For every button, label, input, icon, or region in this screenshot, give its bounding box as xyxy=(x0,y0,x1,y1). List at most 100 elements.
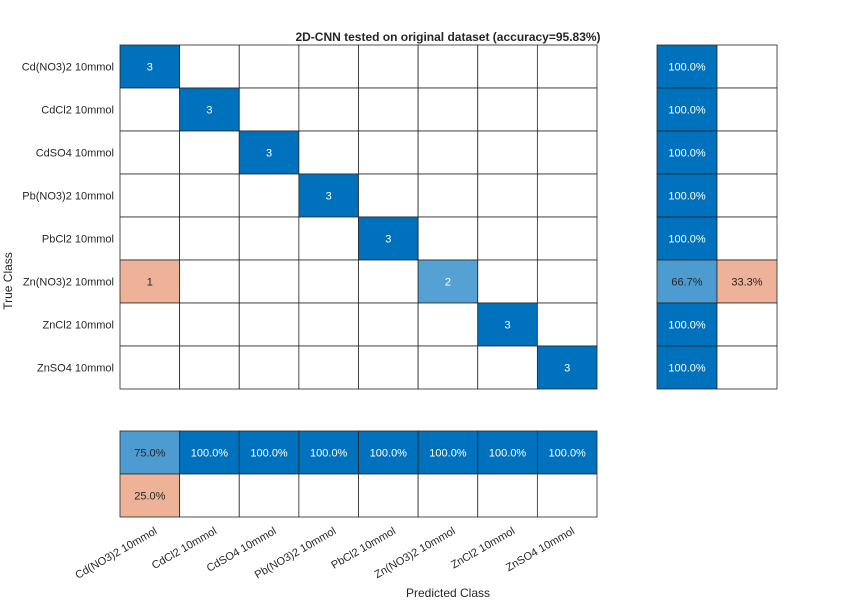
matrix-cell xyxy=(477,259,538,304)
matrix-cell-label: 3 xyxy=(326,191,332,203)
column-summary-cell-label: 100.0% xyxy=(489,448,527,460)
matrix-cell xyxy=(417,87,479,132)
y-tick-label: PbCl2 10mmol xyxy=(42,234,114,246)
matrix-cell xyxy=(358,44,419,89)
row-summary-cell xyxy=(716,44,778,89)
matrix-cell xyxy=(536,130,598,175)
matrix-cell-label: 3 xyxy=(266,148,272,160)
row-summary-cell-label: 100.0% xyxy=(668,191,706,203)
matrix-cell xyxy=(358,259,419,304)
matrix-cell xyxy=(298,345,359,390)
matrix-cell xyxy=(536,345,598,390)
matrix-cell xyxy=(536,302,598,347)
matrix-cell xyxy=(298,44,359,89)
y-tick-label: CdCl2 10mmol xyxy=(41,105,114,117)
column-summary-cell-label: 100.0% xyxy=(250,448,288,460)
matrix-cell xyxy=(477,216,538,261)
row-summary-cell-label: 100.0% xyxy=(668,62,706,74)
matrix-cell-label: 3 xyxy=(147,62,153,74)
matrix-cell xyxy=(179,302,240,347)
column-summary-cell xyxy=(119,473,181,518)
row-summary-cell xyxy=(716,173,778,218)
row-summary-cell xyxy=(656,216,718,261)
column-summary-cell-label: 25.0% xyxy=(134,491,165,503)
row-summary-cell xyxy=(716,130,778,175)
matrix-cell xyxy=(417,173,479,218)
chart-title: 2D-CNN tested on original dataset (accur… xyxy=(295,30,600,44)
matrix-cell xyxy=(417,345,479,390)
matrix-cell xyxy=(179,216,240,261)
matrix-cell xyxy=(536,259,598,304)
column-summary-cell xyxy=(477,473,538,518)
y-tick-label: ZnSO4 10mmol xyxy=(37,363,114,375)
matrix-cell xyxy=(238,44,300,89)
column-summary-cell xyxy=(179,473,240,518)
matrix-cell xyxy=(238,173,300,218)
matrix-cell xyxy=(477,44,538,89)
column-summary-cell xyxy=(298,473,359,518)
matrix-cell xyxy=(119,216,181,261)
matrix-cell xyxy=(179,173,240,218)
row-summary-cell-label: 100.0% xyxy=(668,363,706,375)
matrix-cell xyxy=(238,87,300,132)
matrix-cell xyxy=(417,302,479,347)
matrix-cell xyxy=(536,216,598,261)
x-tick-label: Cd(NO3)2 10mmol xyxy=(73,525,159,582)
matrix-cell xyxy=(119,87,181,132)
matrix-cell xyxy=(298,87,359,132)
matrix-cell xyxy=(417,44,479,89)
matrix-cell xyxy=(119,259,181,304)
matrix-cell xyxy=(358,87,419,132)
row-summary-cell xyxy=(716,302,778,347)
row-summary-cell xyxy=(656,130,718,175)
matrix-cell xyxy=(417,216,479,261)
column-summary-cell-label: 100.0% xyxy=(370,448,408,460)
column-summary-cell xyxy=(477,430,538,475)
row-summary-cell-label: 100.0% xyxy=(668,105,706,117)
row-summary-cell-label: 33.3% xyxy=(731,277,762,289)
column-summary-cell xyxy=(358,430,419,475)
column-summary-cell-label: 100.0% xyxy=(310,448,348,460)
y-tick-label: Zn(NO3)2 10mmol xyxy=(23,277,114,289)
matrix-cell xyxy=(238,345,300,390)
column-summary-cell xyxy=(417,473,479,518)
column-summary-cell xyxy=(536,430,598,475)
matrix-cell xyxy=(119,130,181,175)
matrix-cell xyxy=(477,173,538,218)
matrix-cell xyxy=(119,302,181,347)
y-tick-label: Pb(NO3)2 10mmol xyxy=(22,191,114,203)
x-axis-label: Predicted Class xyxy=(406,586,490,600)
matrix-cell xyxy=(298,259,359,304)
column-summary-cell xyxy=(358,473,419,518)
row-summary-cell-label: 66.7% xyxy=(671,277,702,289)
row-summary-cell xyxy=(656,44,718,89)
row-summary-cell xyxy=(656,345,718,390)
row-summary-cell xyxy=(716,216,778,261)
matrix-cell xyxy=(358,302,419,347)
matrix-cell xyxy=(298,302,359,347)
matrix-cell xyxy=(417,130,479,175)
matrix-cell-label: 3 xyxy=(564,363,570,375)
column-summary-cell-label: 75.0% xyxy=(134,448,165,460)
matrix-cell xyxy=(477,130,538,175)
confusion-matrix: 3 3 3 3 3 1 2 3 3 xyxy=(119,44,598,390)
matrix-cell xyxy=(238,259,300,304)
column-summary: 75.0% 100.0% 100.0% 100.0% 100.0% 100.0% 100.0… xyxy=(119,430,598,518)
y-tick-labels: Cd(NO3)2 10mmol CdCl2 10mmol CdSO4 10mmol P… xyxy=(22,62,114,375)
row-summary-cell-label: 100.0% xyxy=(668,234,706,246)
y-axis-label: True Class xyxy=(1,252,15,310)
matrix-cell xyxy=(536,87,598,132)
row-summary-cell xyxy=(716,259,778,304)
row-summary-cell xyxy=(716,345,778,390)
matrix-cell-label: 3 xyxy=(206,105,212,117)
matrix-cell xyxy=(179,130,240,175)
matrix-cell xyxy=(358,130,419,175)
column-summary-cell-label: 100.0% xyxy=(549,448,587,460)
column-summary-cell-label: 100.0% xyxy=(191,448,229,460)
matrix-cell xyxy=(119,345,181,390)
column-summary-cell xyxy=(238,430,300,475)
column-summary-cell xyxy=(536,473,598,518)
matrix-cell xyxy=(477,302,538,347)
matrix-cell-label: 3 xyxy=(385,234,391,246)
